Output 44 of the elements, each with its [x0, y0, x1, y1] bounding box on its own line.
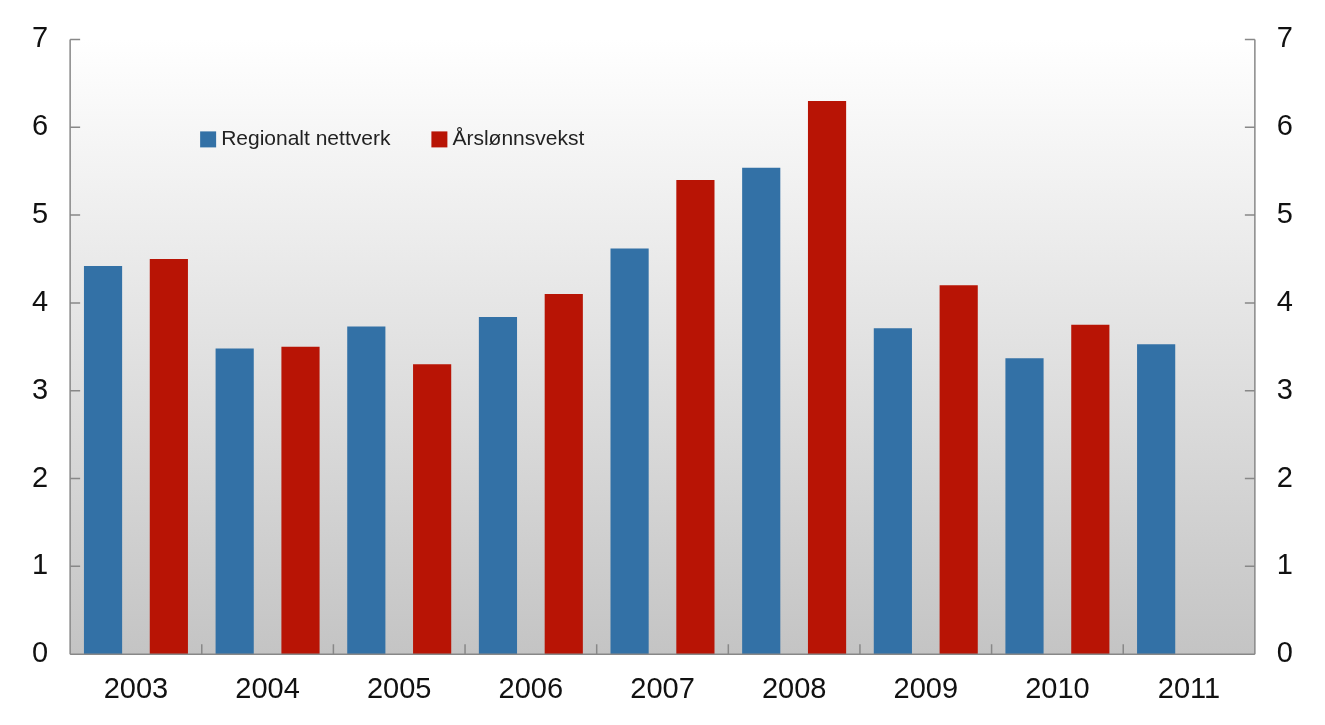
- bar: [939, 285, 978, 655]
- y2-tick-label: 1: [1276, 548, 1294, 581]
- bar: [215, 348, 254, 655]
- bar: [478, 316, 518, 655]
- bar: [873, 328, 912, 655]
- bar: [149, 258, 188, 655]
- bar: [83, 266, 123, 655]
- y-tick-label: 4: [31, 284, 49, 317]
- y2-tick-label: 3: [1276, 372, 1294, 405]
- bar: [742, 167, 781, 655]
- legend-label: Årslønnsvekst: [452, 126, 585, 150]
- bar: [281, 346, 320, 655]
- y2-tick-label: 2: [1276, 460, 1294, 493]
- legend-label: Regionalt nettverk: [221, 126, 391, 150]
- bar: [347, 326, 386, 655]
- y-tick-label: 2: [31, 460, 49, 493]
- x-tick-label: 2009: [893, 671, 959, 704]
- bar: [1137, 344, 1176, 655]
- x-tick-label: 2011: [1157, 671, 1221, 704]
- bar: [544, 294, 583, 655]
- y-tick-label: 3: [31, 372, 49, 405]
- bar: [1005, 358, 1044, 655]
- y2-tick-label: 6: [1276, 109, 1294, 142]
- y-tick-label: 5: [31, 197, 49, 230]
- x-tick-label: 2008: [761, 671, 827, 704]
- y2-tick-label: 4: [1276, 284, 1294, 317]
- y2-tick-label: 7: [1276, 21, 1294, 54]
- y-tick-label: 6: [31, 109, 49, 142]
- x-tick-label: 2003: [103, 671, 169, 704]
- y2-tick-label: 5: [1276, 197, 1294, 230]
- x-tick-label: 2006: [498, 671, 564, 704]
- y-tick-label: 1: [31, 548, 49, 581]
- y2-tick-label: 0: [1276, 636, 1294, 669]
- bar: [610, 248, 649, 655]
- x-tick-label: 2007: [630, 671, 695, 704]
- x-tick-label: 2004: [235, 671, 300, 704]
- bar: [676, 179, 715, 655]
- bar: [1071, 324, 1110, 655]
- x-tick-label: 2005: [366, 671, 432, 704]
- x-tick-label: 2010: [1025, 671, 1090, 704]
- bar: [807, 100, 847, 655]
- bar: [413, 364, 452, 655]
- y-tick-label: 0: [31, 636, 49, 669]
- y-tick-label: 7: [31, 21, 49, 54]
